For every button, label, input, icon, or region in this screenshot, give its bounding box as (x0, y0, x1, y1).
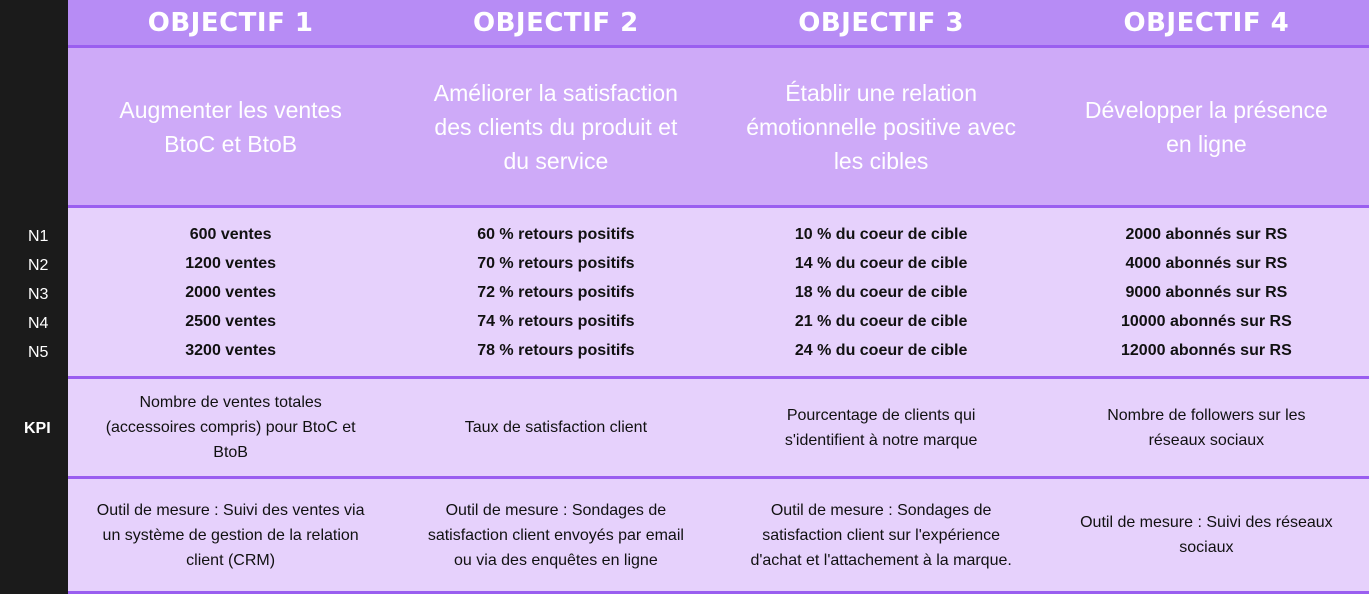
objective-2-measurement-tool: Outil de mesure : Sondages de satisfacti… (393, 479, 719, 594)
kpi-row-label: KPI (24, 420, 51, 437)
target-value: 2500 ventes (185, 312, 276, 330)
objective-2-kpi: Taux de satisfaction client (393, 379, 719, 479)
target-value: 78 % retours positifs (477, 341, 635, 359)
target-value: 9000 abonnés sur RS (1125, 283, 1288, 301)
objectives-table: OBJECTIF 1 OBJECTIF 2 OBJECTIF 3 OBJECTI… (68, 0, 1369, 594)
objective-3-header: OBJECTIF 3 (718, 0, 1044, 48)
objective-1-measurement-tool: Outil de mesure : Suivi des ventes via u… (68, 479, 394, 594)
target-value: 4000 abonnés sur RS (1125, 254, 1288, 272)
target-value: 10000 abonnés sur RS (1121, 312, 1292, 330)
level-label-n5: N5 (28, 344, 49, 361)
level-label-n4: N4 (28, 315, 49, 332)
target-value: 3200 ventes (185, 341, 276, 359)
target-value: 24 % du coeur de cible (794, 341, 968, 359)
objective-4-description: Développer la présence en ligne (1043, 48, 1369, 208)
level-labels: N1 N2 N3 N4 N5 (0, 226, 68, 371)
target-value: 18 % du coeur de cible (794, 283, 968, 301)
target-value: 1200 ventes (185, 254, 276, 272)
objective-4-targets: 2000 abonnés sur RS 4000 abonnés sur RS … (1043, 208, 1369, 379)
objective-1-kpi: Nombre de ventes totales (accessoires co… (68, 379, 394, 479)
target-value: 21 % du coeur de cible (794, 312, 968, 330)
objective-1-targets: 600 ventes 1200 ventes 2000 ventes 2500 … (68, 208, 394, 379)
target-value: 12000 abonnés sur RS (1121, 341, 1292, 359)
target-value: 10 % du coeur de cible (794, 225, 968, 243)
objective-1-header: OBJECTIF 1 (68, 0, 394, 48)
objective-3-kpi: Pourcentage de clients qui s'identifient… (718, 379, 1044, 479)
objective-3-measurement-tool: Outil de mesure : Sondages de satisfacti… (718, 479, 1044, 594)
objective-2-targets: 60 % retours positifs 70 % retours posit… (393, 208, 719, 379)
target-value: 70 % retours positifs (477, 254, 635, 272)
objective-3-description: Établir une relation émotionnelle positi… (718, 48, 1044, 208)
level-label-n2: N2 (28, 257, 49, 274)
target-value: 2000 abonnés sur RS (1125, 225, 1288, 243)
objective-2-header: OBJECTIF 2 (393, 0, 719, 48)
objective-3-targets: 10 % du coeur de cible 14 % du coeur de … (718, 208, 1044, 379)
objective-4-header: OBJECTIF 4 (1043, 0, 1369, 48)
target-value: 2000 ventes (185, 283, 276, 301)
target-value: 600 ventes (189, 225, 272, 243)
target-value: 14 % du coeur de cible (794, 254, 968, 272)
target-value: 72 % retours positifs (477, 283, 635, 301)
level-label-n1: N1 (28, 228, 49, 245)
row-labels: N1 N2 N3 N4 N5 KPI (0, 0, 68, 594)
objective-4-kpi: Nombre de followers sur les réseaux soci… (1043, 379, 1369, 479)
target-value: 74 % retours positifs (477, 312, 635, 330)
level-label-n3: N3 (28, 286, 49, 303)
objective-4-measurement-tool: Outil de mesure : Suivi des réseaux soci… (1043, 479, 1369, 594)
objective-1-description: Augmenter les ventes BtoC et BtoB (68, 48, 394, 208)
objective-2-description: Améliorer la satisfaction des clients du… (393, 48, 719, 208)
target-value: 60 % retours positifs (477, 225, 635, 243)
